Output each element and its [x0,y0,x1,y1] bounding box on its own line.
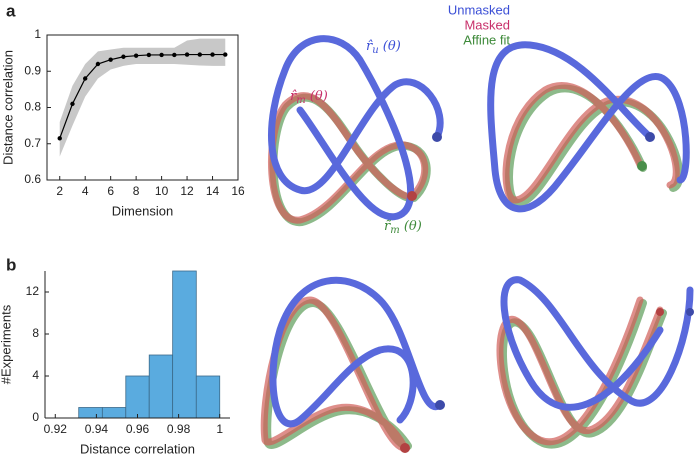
data-point [83,76,88,81]
y-tick-label: 0.9 [24,63,41,77]
y-axis-label: Distance correlation [0,50,15,165]
panel-label: a [6,1,16,20]
curve-label: r̃m (θ) [384,219,422,236]
x-axis-label: Distance correlation [80,441,195,456]
histogram-bar [101,407,127,419]
x-tick-label: 0.98 [167,422,191,436]
curve-symbol: r̂ [290,89,298,104]
histogram-bar [125,375,150,419]
curve-arg: (θ) [379,39,401,54]
histogram-bar [172,270,197,419]
y-tick-label: 0 [32,410,39,424]
tube-bottom-middle [260,276,445,453]
y-tick-label: 8 [32,326,39,340]
x-tick-label: 14 [206,184,220,198]
data-point [70,101,75,107]
x-tick-label: 6 [107,184,114,198]
data-point [184,52,190,57]
x-tick-label: 8 [133,184,140,198]
data-point [95,61,101,67]
legend-entry: Masked [464,17,510,32]
curve-label: r̂u (θ) [366,39,401,56]
data-point [133,53,139,58]
data-point [159,52,164,58]
y-tick-label: 0.7 [24,136,41,150]
data-point [223,52,228,57]
y-axis-label: #Experiments [0,304,13,384]
x-axis-label: Dimension [112,203,173,218]
x-tick-label: 1 [216,422,223,436]
data-point [210,52,215,57]
curve-symbol: r̃ [384,219,392,234]
x-tick-label: 16 [231,184,245,198]
curve-label: r̂m (θ) [290,89,328,106]
curve-subscript: u [372,45,378,56]
curve-symbol: r̂ [366,39,374,54]
x-tick-label: 12 [180,184,194,198]
curve-arg: (θ) [400,219,422,234]
data-point [197,52,202,57]
panel-label: b [6,255,16,274]
legend-entry: Unmasked [448,2,510,17]
x-tick-label: 10 [155,184,169,198]
data-point [108,57,113,62]
data-point [57,136,62,141]
tube-top-middle [268,35,444,227]
curve-subscript: m [296,95,305,106]
x-tick-label: 2 [56,184,63,198]
curve-labels: r̂u (θ)r̂m (θ)r̃m (θ) [290,39,422,236]
curve-subscript: m [390,225,399,236]
histogram-bar [78,407,103,419]
x-tick-label: 4 [82,184,89,198]
x-tick-label: 0.94 [85,422,109,436]
x-tick-label: 0.96 [126,422,150,436]
data-point [146,52,152,58]
histogram-bar [148,354,174,419]
x-tick-label: 0.92 [44,422,68,436]
tube-bottom-right [496,276,694,449]
y-tick-label: 4 [32,368,39,382]
trajectory-renderings [260,35,694,453]
y-tick-label: 12 [26,284,40,298]
legend-entry: Affine fit [463,32,510,47]
charts: 2 4 6 8 10 12 14 160.60.70.80.91DimensionDistan… [0,27,245,456]
tube-top-right [487,41,690,213]
confidence-band [59,38,226,157]
y-tick-label: 0.8 [24,100,41,114]
y-tick-label: 0.6 [24,172,41,186]
data-point [172,52,177,58]
histogram-bar [195,375,221,419]
data-point [121,54,126,59]
y-tick-label: 1 [34,27,41,41]
curve-arg: (θ) [306,89,328,104]
